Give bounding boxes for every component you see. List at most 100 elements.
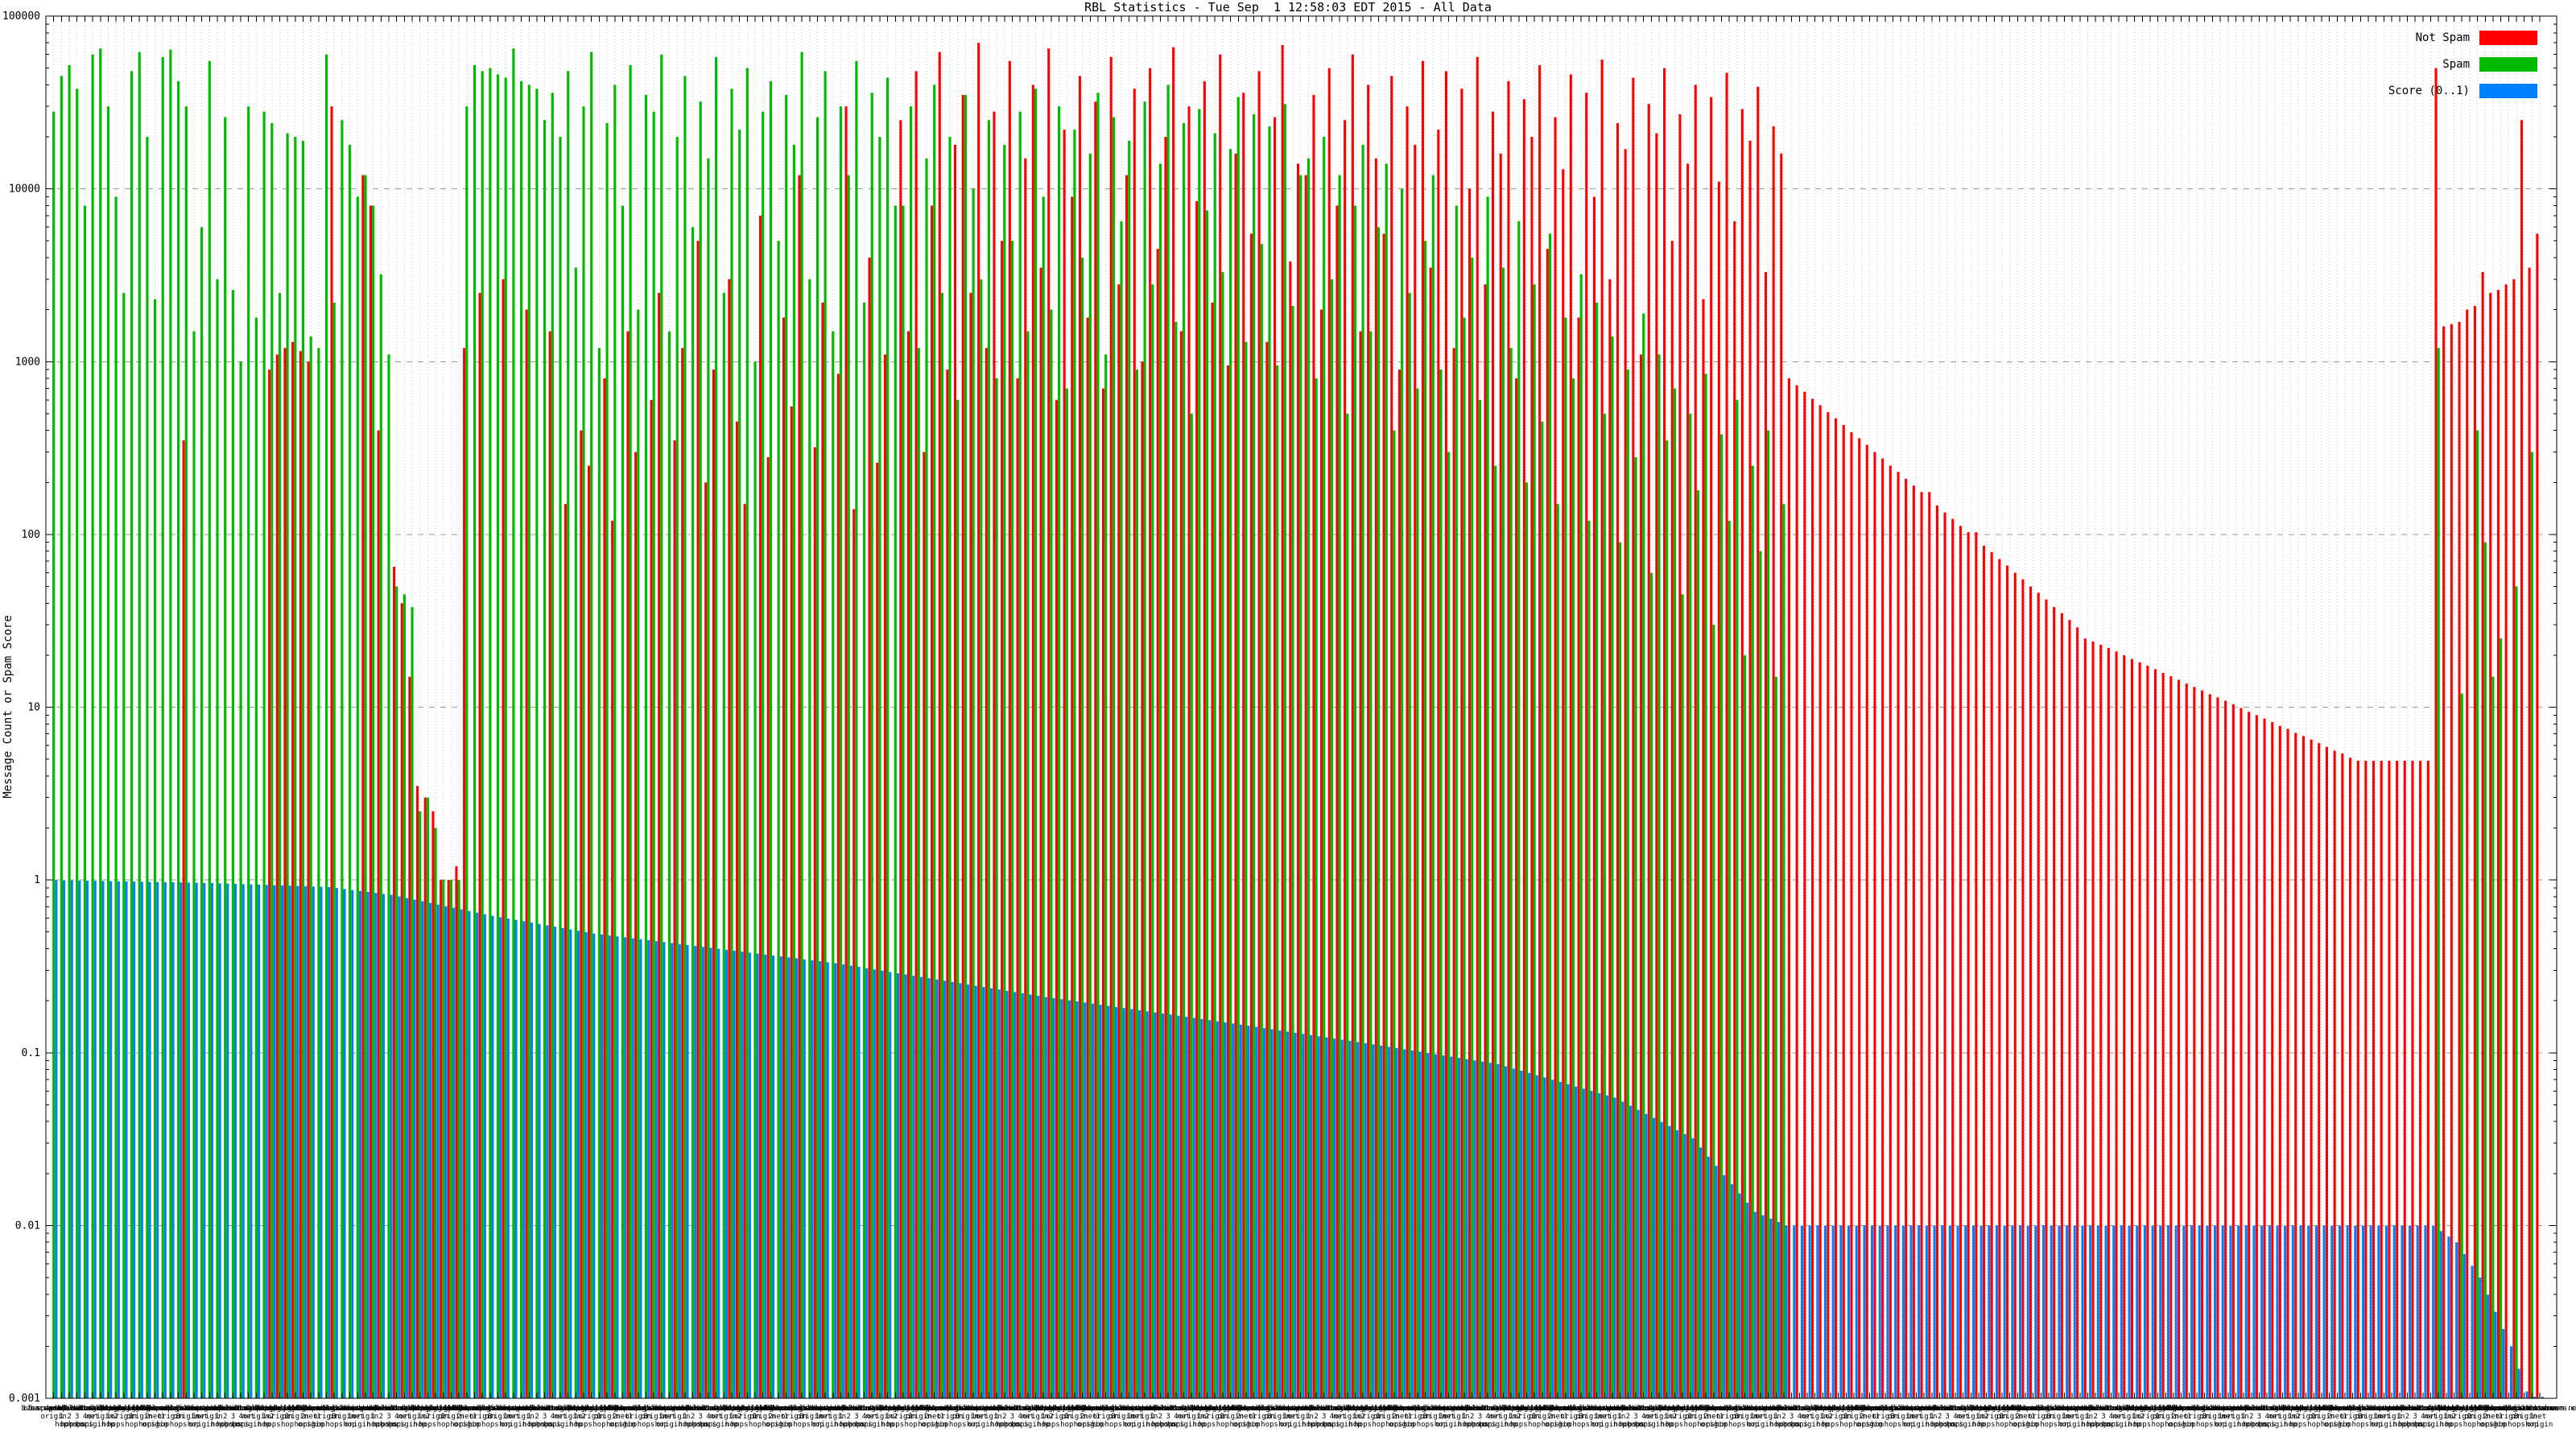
bar-spam — [1260, 244, 1263, 1398]
bar-score — [2096, 1225, 2099, 1398]
bar-score — [1894, 1225, 1897, 1398]
x-axis-label: hop — [55, 1421, 68, 1429]
x-axis-label: origin — [283, 1413, 309, 1421]
x-axis-label: ix.dnsbl.manitu.net — [230, 1405, 313, 1413]
x-axis-label: cbl.abuseat.org — [1463, 1405, 1528, 1413]
bar-score — [553, 927, 556, 1398]
x-axis-label: 1 — [2156, 1413, 2160, 1421]
bar-not-spam — [1312, 94, 1315, 1398]
bar-not-spam — [1203, 80, 1206, 1398]
bar-spam — [1782, 504, 1785, 1398]
bar-score — [1839, 1225, 1843, 1398]
bar-not-spam — [463, 348, 466, 1398]
x-axis-label: hops — [1978, 1421, 1996, 1429]
bar-not-spam — [1842, 424, 1845, 1398]
x-axis-label: origin — [1591, 1421, 1618, 1429]
bar-score — [1785, 1225, 1788, 1398]
x-axis-label: zen.spamhaus.org — [2053, 1405, 2123, 1413]
x-axis-label: 1 — [2000, 1413, 2004, 1421]
bar-spam — [1065, 388, 1068, 1398]
bar-not-spam — [548, 331, 551, 1398]
x-axis-label: hops — [2289, 1421, 2307, 1429]
x-axis-label: cbl.abuseat.org — [1774, 1405, 1839, 1413]
bar-score — [1777, 1222, 1780, 1398]
x-axis-label: 3 — [956, 1413, 960, 1421]
x-axis-label: 3 — [1945, 1413, 1949, 1421]
x-axis-label: 2 — [691, 1413, 695, 1421]
x-axis-label: hops — [691, 1421, 709, 1429]
x-axis-label: 1 — [262, 1413, 266, 1421]
x-axis-label: psbl.surriel.com — [1297, 1405, 1367, 1413]
bar-spam — [481, 71, 484, 1398]
bar-not-spam — [2356, 761, 2359, 1398]
x-axis-label: dnsbl.justspam.org — [412, 1405, 491, 1413]
x-axis-label: hop — [655, 1421, 668, 1429]
x-axis-label: 3 — [1112, 1413, 1116, 1421]
x-axis-label: zen.spamhaus.org — [1274, 1405, 1344, 1413]
x-axis-label: cbl.abuseat.org — [216, 1405, 281, 1413]
x-axis-label: hops — [2133, 1421, 2151, 1429]
legend-entry-not-spam: Not Spam — [2416, 31, 2537, 45]
bar-spam — [870, 93, 873, 1399]
bar-score — [1715, 1166, 1718, 1398]
bar-not-spam — [2006, 565, 2009, 1398]
axis-ticks — [46, 15, 2557, 1399]
bar-score — [187, 882, 190, 1398]
x-axis-label: dyna.spamrats.com — [2168, 1405, 2242, 1413]
x-axis-label: 2 — [1392, 1413, 1396, 1421]
x-axis-label: bl.spamcop.net — [1426, 1405, 1487, 1413]
bar-spam — [1634, 456, 1637, 1398]
x-axis-label: hops — [1728, 1421, 1746, 1429]
x-axis-label: all.s5h.net — [1370, 1405, 1418, 1413]
x-axis-label: ubl.unsubscore.com — [1223, 1405, 1302, 1413]
x-axis-label: 1 — [683, 1413, 687, 1421]
x-axis-label: hops — [1472, 1421, 1489, 1429]
bar-score — [1450, 1056, 1453, 1398]
bar-score — [444, 906, 448, 1398]
x-axis-label: dyna.spamrats.com — [1700, 1405, 1774, 1413]
x-axis-label: dnsbl.sorbs.net — [1135, 1405, 1200, 1413]
bar-score — [2260, 1225, 2264, 1398]
x-axis-label: hop — [1559, 1421, 1572, 1429]
x-axis-label: db.wpbl.info — [1344, 1405, 1397, 1413]
x-axis-label: 2 — [1158, 1413, 1162, 1421]
bar-spam — [862, 302, 866, 1398]
x-axis-label: origin — [2496, 1413, 2522, 1421]
bar-spam — [1541, 421, 1544, 1399]
x-axis-label: hop — [2027, 1421, 2040, 1429]
x-axis-label: dnsbl-1.uceprotect.net — [1455, 1405, 1551, 1413]
bar-spam — [1307, 158, 1310, 1398]
bar-score — [1224, 1022, 1227, 1398]
x-axis-label: zen.spamhaus.org — [1585, 1405, 1655, 1413]
x-axis-label: hops — [450, 1421, 468, 1429]
x-axis-label: hops — [2087, 1421, 2104, 1429]
x-axis-label: bl.score.senderscore.com — [1545, 1405, 1649, 1413]
x-axis-label: hops — [638, 1421, 655, 1429]
x-axis-label: 1 — [160, 1413, 164, 1421]
x-axis-label: hop — [1372, 1421, 1385, 1429]
x-axis-label: dnsbl-1.uceprotect.net — [208, 1405, 304, 1413]
x-axis-label: origin — [1600, 1413, 1626, 1421]
x-axis-label: 1 — [1821, 1413, 1825, 1421]
x-axis-label: b.barracudacentral.org — [645, 1405, 741, 1413]
x-axis-label: 2 — [379, 1413, 383, 1421]
x-axis-label: noptr.spamrats.com — [2017, 1405, 2096, 1413]
x-axis-label: db.wpbl.info — [1968, 1405, 2021, 1413]
bar-not-spam — [1219, 54, 1222, 1399]
bar-score — [1738, 1193, 1741, 1398]
x-axis-label: hop — [156, 1421, 169, 1429]
bar-not-spam — [1616, 123, 1619, 1398]
x-axis-label: 4 — [238, 1413, 242, 1421]
bar-not-spam — [2473, 306, 2476, 1399]
x-axis-label: hops — [2040, 1421, 2058, 1429]
x-axis-label: zen.spamhaus.org — [2364, 1405, 2434, 1413]
x-axis-label: truncate.gbudb.net — [248, 1405, 327, 1413]
x-axis-label: origin — [1202, 1413, 1228, 1421]
bar-spam — [317, 348, 320, 1398]
bar-score — [1169, 1014, 1172, 1398]
bar-spam — [1010, 241, 1014, 1399]
bar-not-spam — [1086, 317, 1089, 1398]
bar-not-spam — [1335, 205, 1339, 1398]
bar-not-spam — [2161, 672, 2165, 1398]
bar-not-spam — [1897, 472, 1900, 1399]
